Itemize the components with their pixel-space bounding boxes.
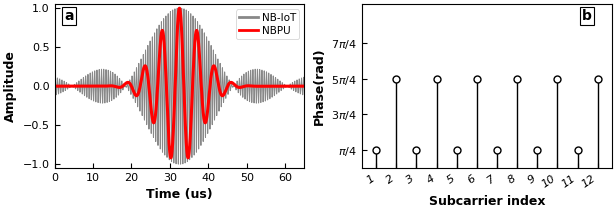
NBPU	[232, 85, 240, 87]
X-axis label: Subcarrier index: Subcarrier index	[429, 195, 545, 208]
NB-IoT	[51, 85, 59, 87]
Text: a: a	[65, 9, 74, 23]
Y-axis label: Amplitude: Amplitude	[4, 50, 17, 122]
NBPU	[301, 85, 308, 87]
Line: NBPU: NBPU	[55, 8, 304, 158]
NB-IoT	[232, 88, 240, 91]
NBPU	[158, 31, 165, 34]
NBPU	[169, 130, 177, 132]
NBPU	[167, 157, 174, 159]
Y-axis label: Phase(rad): Phase(rad)	[313, 47, 326, 125]
Legend: NB-IoT, NBPU: NB-IoT, NBPU	[236, 10, 299, 39]
NBPU	[156, 54, 163, 56]
NB-IoT	[169, 85, 177, 88]
NB-IoT	[301, 85, 308, 87]
NB-IoT	[176, 7, 183, 10]
NBPU	[281, 85, 288, 87]
NB-IoT	[293, 80, 301, 82]
Line: NB-IoT: NB-IoT	[55, 8, 304, 164]
NB-IoT	[158, 24, 165, 27]
X-axis label: Time (us): Time (us)	[146, 188, 213, 201]
NB-IoT	[281, 83, 288, 86]
NBPU	[176, 7, 183, 10]
NBPU	[293, 85, 301, 87]
Text: b: b	[582, 9, 592, 23]
NB-IoT	[156, 56, 163, 58]
NBPU	[51, 85, 59, 87]
NB-IoT	[174, 163, 182, 165]
